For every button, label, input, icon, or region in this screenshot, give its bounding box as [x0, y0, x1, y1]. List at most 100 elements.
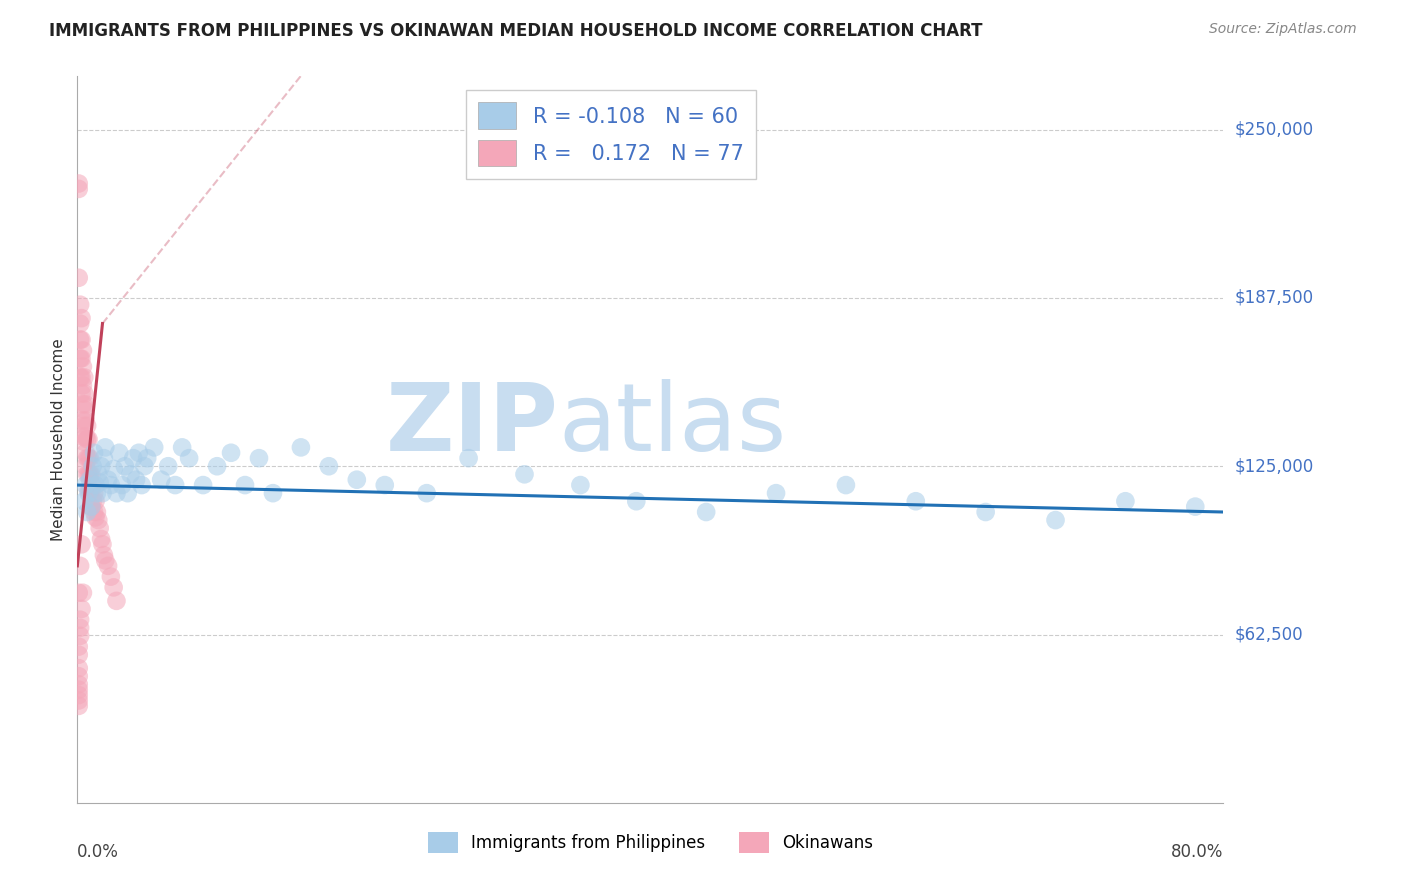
Point [318, 459, 340, 474]
Point [67, 640, 90, 654]
Point [76, 505, 98, 519]
Point [128, 446, 150, 460]
Text: $62,500: $62,500 [1234, 625, 1303, 643]
Point [103, 462, 125, 476]
Point [346, 473, 368, 487]
Point [233, 478, 256, 492]
Text: $125,000: $125,000 [1234, 458, 1313, 475]
Point [70, 333, 93, 347]
Point [247, 451, 270, 466]
Point [67, 270, 90, 285]
Point [150, 473, 173, 487]
Point [105, 594, 128, 608]
Text: 80.0%: 80.0% [1171, 843, 1223, 861]
Point [76, 451, 98, 466]
Point [73, 418, 96, 433]
Y-axis label: Median Household Income: Median Household Income [51, 338, 66, 541]
Point [87, 467, 110, 482]
Text: ZIP: ZIP [385, 379, 558, 471]
Point [67, 698, 90, 713]
Point [80, 467, 103, 482]
Point [70, 351, 93, 366]
Point [69, 317, 91, 331]
Point [134, 459, 156, 474]
Point [75, 446, 97, 460]
Point [626, 494, 648, 508]
Point [90, 459, 112, 474]
Point [835, 478, 858, 492]
Point [165, 478, 187, 492]
Point [122, 451, 145, 466]
Point [94, 441, 117, 455]
Point [219, 446, 242, 460]
Point [84, 478, 107, 492]
Point [79, 467, 101, 482]
Point [93, 451, 115, 466]
Point [83, 486, 105, 500]
Point [73, 386, 96, 401]
Point [100, 478, 122, 492]
Point [79, 473, 101, 487]
Text: $187,500: $187,500 [1234, 289, 1313, 307]
Point [69, 298, 91, 312]
Point [67, 677, 90, 691]
Point [108, 446, 131, 460]
Point [91, 537, 114, 551]
Point [76, 432, 98, 446]
Point [77, 483, 100, 498]
Point [72, 343, 94, 358]
Point [72, 429, 94, 443]
Point [143, 441, 166, 455]
Point [79, 483, 101, 498]
Point [72, 586, 94, 600]
Point [1045, 513, 1067, 527]
Point [205, 459, 228, 474]
Point [75, 478, 97, 492]
Point [125, 473, 148, 487]
Point [70, 537, 93, 551]
Point [69, 351, 91, 366]
Text: atlas: atlas [558, 379, 787, 471]
Point [70, 602, 93, 616]
Point [73, 370, 96, 384]
Point [69, 629, 91, 643]
Point [80, 500, 103, 514]
Point [89, 475, 111, 490]
Point [69, 370, 91, 384]
Point [172, 441, 194, 455]
Point [457, 451, 479, 466]
Point [79, 451, 101, 466]
Point [120, 467, 142, 482]
Point [73, 402, 96, 417]
Point [97, 473, 120, 487]
Point [84, 494, 107, 508]
Text: $250,000: $250,000 [1234, 120, 1313, 138]
Point [73, 494, 96, 508]
Point [70, 311, 93, 326]
Point [67, 688, 90, 702]
Point [70, 386, 93, 401]
Point [77, 451, 100, 466]
Text: 0.0%: 0.0% [77, 843, 120, 861]
Point [111, 478, 134, 492]
Point [114, 459, 136, 474]
Point [97, 558, 120, 573]
Point [904, 494, 927, 508]
Point [82, 494, 104, 508]
Text: Source: ZipAtlas.com: Source: ZipAtlas.com [1209, 22, 1357, 37]
Point [75, 413, 97, 427]
Point [77, 467, 100, 482]
Point [72, 397, 94, 411]
Point [76, 467, 98, 482]
Point [82, 459, 104, 474]
Point [67, 661, 90, 675]
Point [374, 478, 396, 492]
Point [77, 486, 100, 500]
Point [80, 500, 103, 514]
Point [89, 521, 111, 535]
Point [73, 435, 96, 450]
Point [72, 413, 94, 427]
Point [93, 548, 115, 562]
Point [67, 182, 90, 196]
Legend: Immigrants from Philippines, Okinawans: Immigrants from Philippines, Okinawans [420, 825, 880, 860]
